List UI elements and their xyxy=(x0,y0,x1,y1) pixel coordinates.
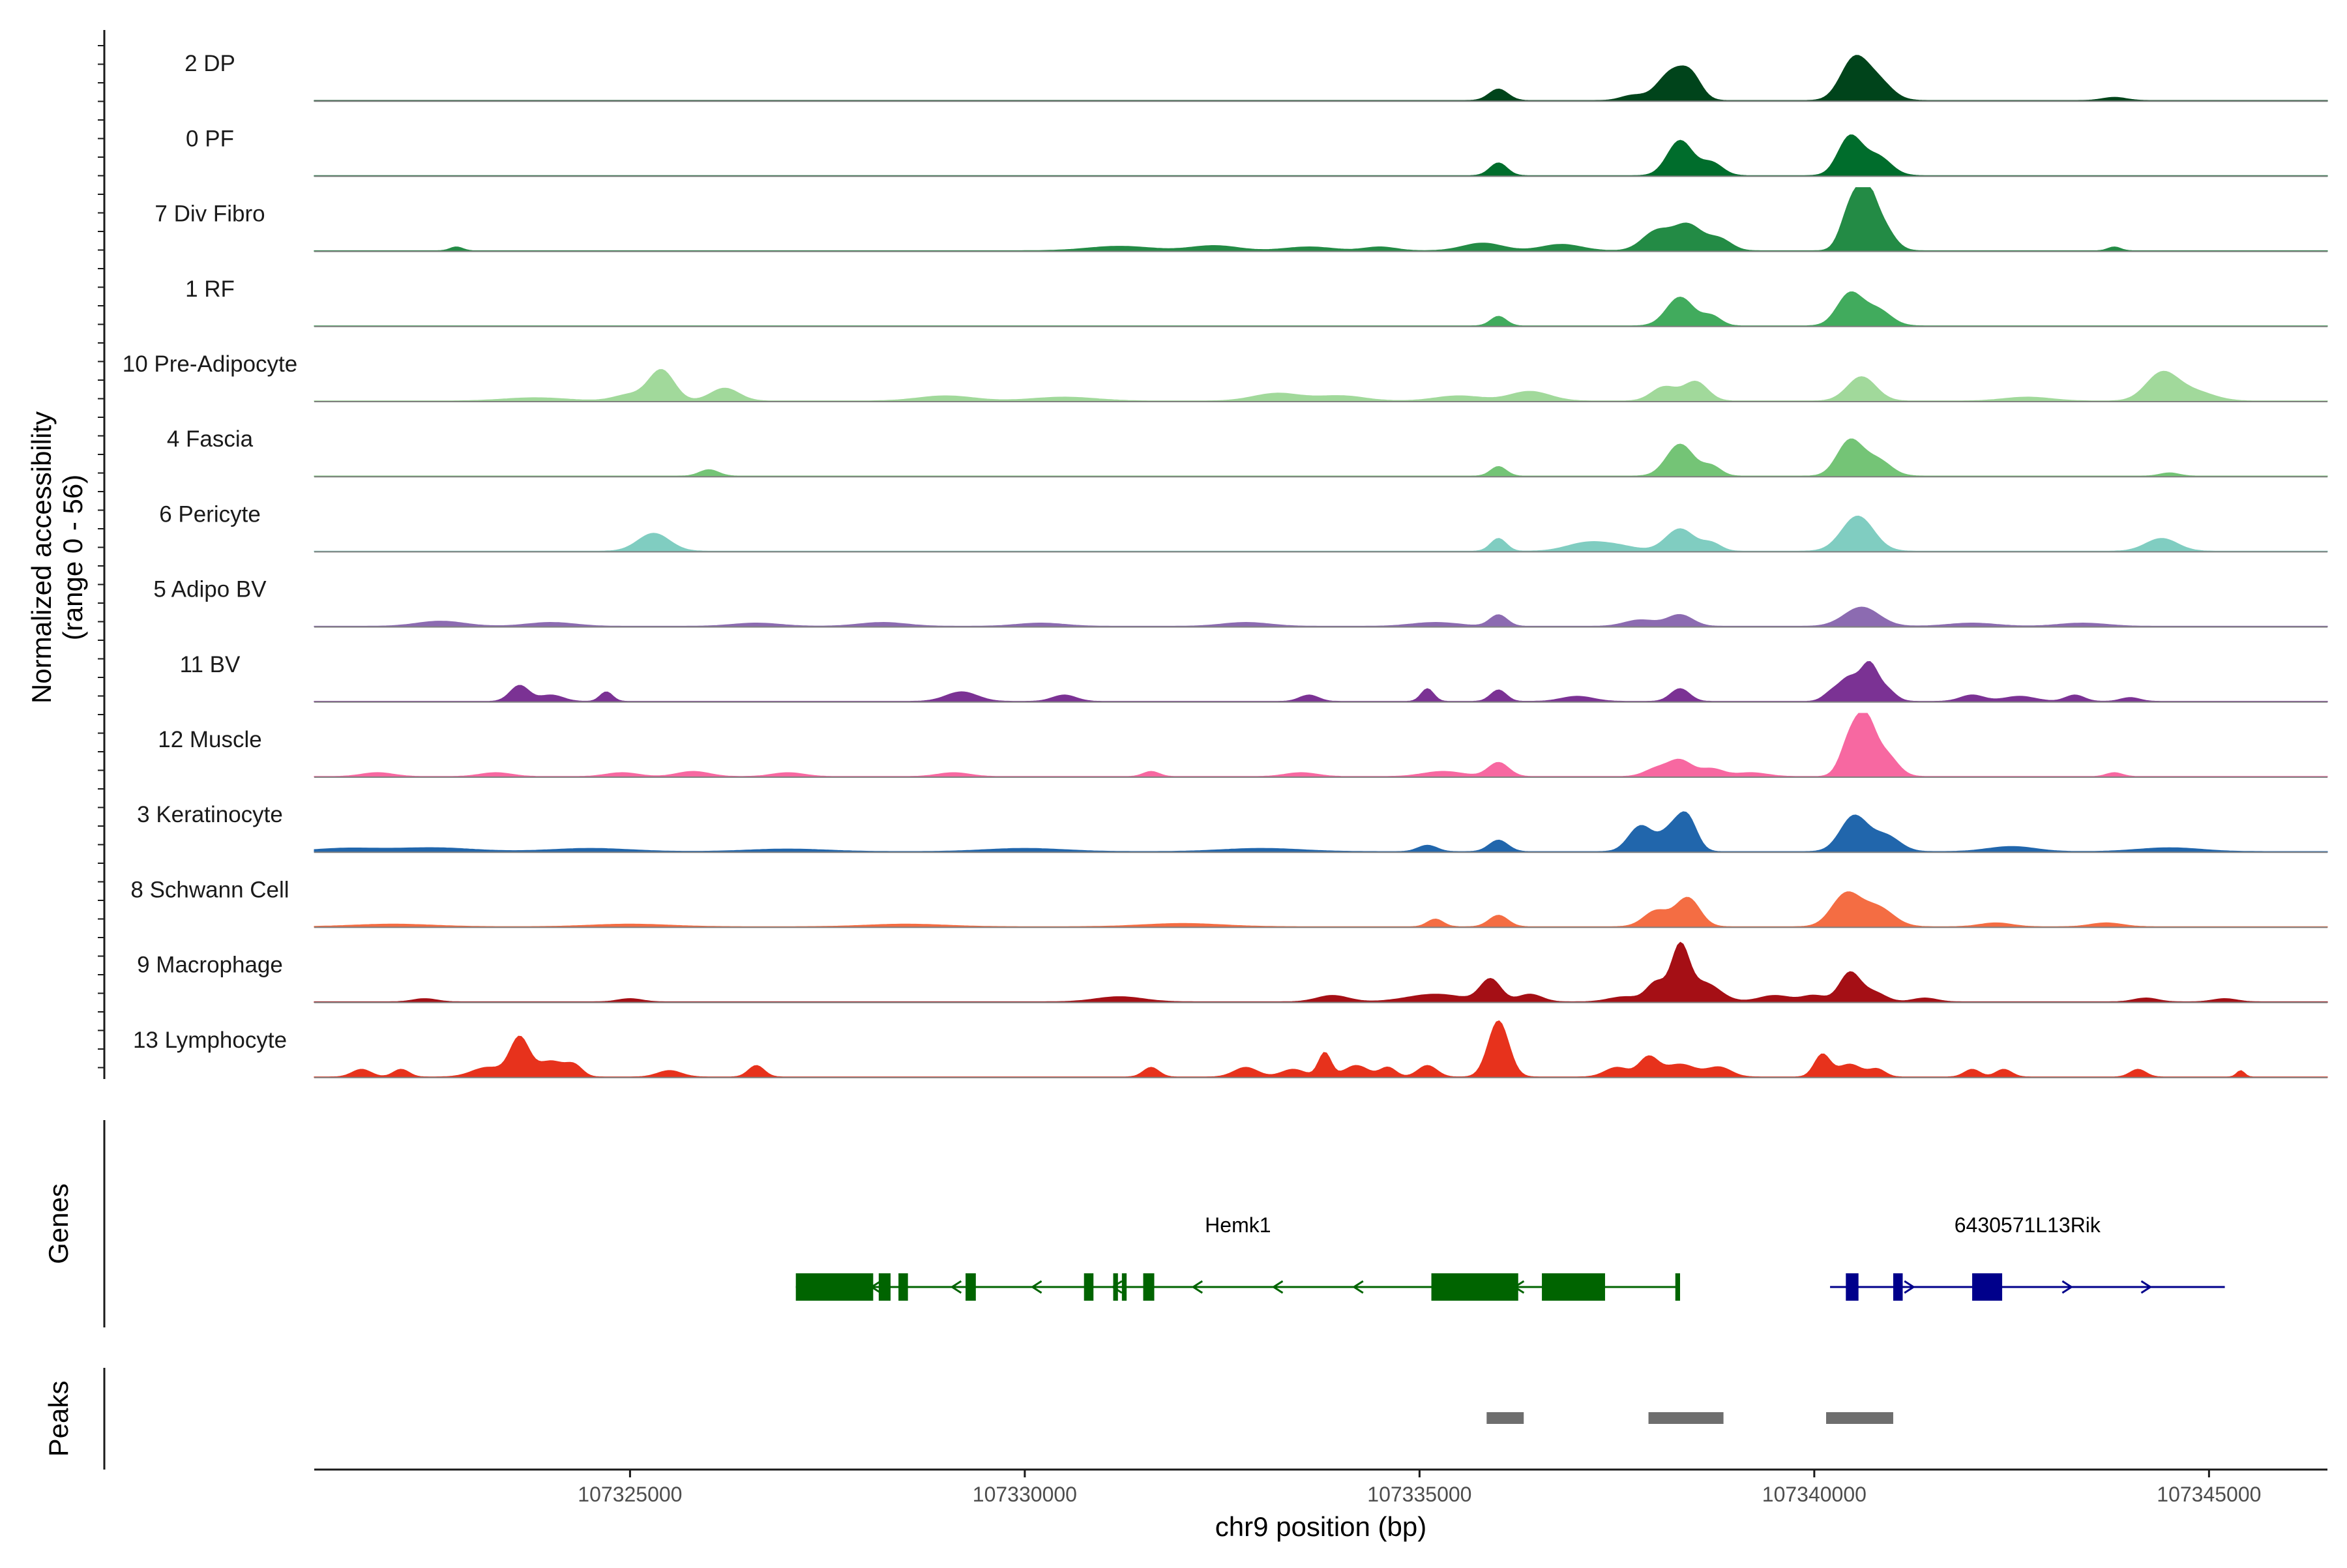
track-8: 11 BV xyxy=(180,652,2328,703)
exon xyxy=(1972,1273,2003,1301)
strand-arrow xyxy=(1352,1280,1364,1294)
gene-1: 6430571L13Rik xyxy=(1830,1213,2225,1301)
coverage-area xyxy=(314,55,2328,102)
track-label: 1 RF xyxy=(185,276,235,302)
track-9: 12 Muscle xyxy=(158,713,2328,778)
exon xyxy=(1893,1273,1903,1301)
gene-0: Hemk1 xyxy=(795,1213,1680,1301)
side-labels: Normalized accessibility (range 0 - 56) xyxy=(26,30,106,1079)
strand-arrow xyxy=(2140,1280,2153,1294)
strand-arrow xyxy=(2061,1280,2074,1294)
x-tick-label: 107325000 xyxy=(578,1483,682,1506)
track-10: 3 Keratinocyte xyxy=(137,802,2328,853)
coverage-area xyxy=(314,713,2328,778)
coverage-area xyxy=(314,187,2328,252)
track-label: 2 DP xyxy=(185,51,235,76)
track-12: 9 Macrophage xyxy=(137,941,2328,1003)
coverage-area xyxy=(314,1020,2328,1078)
exon xyxy=(1084,1273,1094,1301)
x-tick-label: 107330000 xyxy=(973,1483,1077,1506)
track-label: 13 Lymphocyte xyxy=(133,1028,287,1053)
x-tick-label: 107340000 xyxy=(1762,1483,1867,1506)
track-11: 8 Schwann Cell xyxy=(130,877,2328,928)
track-label: 3 Keratinocyte xyxy=(137,802,283,827)
coverage-area xyxy=(314,438,2328,477)
track-label: 5 Adipo BV xyxy=(153,577,267,602)
coverage-area xyxy=(314,660,2328,703)
coverage-area xyxy=(314,811,2328,853)
track-0: 2 DP xyxy=(185,51,2328,102)
exon xyxy=(1143,1273,1155,1301)
x-tick-label: 107335000 xyxy=(1367,1483,1471,1506)
exon xyxy=(1675,1273,1680,1301)
track-label: 9 Macrophage xyxy=(137,953,283,978)
peaks-panel-label: Peaks xyxy=(43,1381,74,1457)
track-4: 10 Pre-Adipocyte xyxy=(123,351,2328,402)
gene-name: 6430571L13Rik xyxy=(1955,1213,2101,1237)
coverage-area xyxy=(314,606,2328,628)
exon xyxy=(1846,1273,1859,1301)
exon xyxy=(1431,1273,1518,1301)
peak-region-0 xyxy=(1486,1412,1524,1424)
track-label: 8 Schwann Cell xyxy=(130,877,289,902)
track-label: 10 Pre-Adipocyte xyxy=(123,351,297,377)
strand-arrow xyxy=(950,1280,962,1294)
coverage-area xyxy=(314,134,2328,177)
strand-arrow xyxy=(1904,1280,1915,1294)
y-axis-subtitle: (range 0 - 56) xyxy=(57,475,88,640)
strand-arrow xyxy=(1271,1280,1284,1294)
peak-region-1 xyxy=(1648,1412,1724,1424)
gene-name: Hemk1 xyxy=(1205,1213,1271,1237)
track-7: 5 Adipo BV xyxy=(153,577,2328,628)
y-axis-title: Normalized accessibility xyxy=(26,411,57,703)
track-label: 7 Div Fibro xyxy=(155,201,265,227)
x-tick-label: 107345000 xyxy=(2157,1483,2261,1506)
peaks-panel: Peaks xyxy=(43,1368,1893,1470)
genes-panel: Genes Hemk1 6430571L13Rik xyxy=(43,1120,2225,1327)
track-label: 4 Fascia xyxy=(167,426,254,452)
track-1: 0 PF xyxy=(186,126,2328,177)
coverage-area xyxy=(314,515,2328,552)
track-6: 6 Pericyte xyxy=(159,501,2328,553)
track-2: 7 Div Fibro xyxy=(155,187,2328,252)
track-3: 1 RF xyxy=(185,276,2328,327)
track-13: 13 Lymphocyte xyxy=(133,1020,2328,1078)
exon xyxy=(1121,1273,1127,1301)
coverage-area xyxy=(314,941,2328,1003)
exon xyxy=(795,1273,874,1301)
track-label: 12 Muscle xyxy=(158,727,262,752)
strand-arrow xyxy=(1191,1280,1203,1294)
genes-panel-label: Genes xyxy=(43,1183,74,1264)
coverage-area xyxy=(314,369,2328,402)
exon xyxy=(878,1273,891,1301)
coverage-area xyxy=(314,891,2328,928)
track-label: 11 BV xyxy=(180,652,241,677)
x-axis: 107325000 107330000 107335000 107340000 1073… xyxy=(314,1468,2327,1542)
coverage-tracks: 2 DP 0 PF 7 Div Fibro 1 RF 10 Pre-Adipocyte 4… xyxy=(123,51,2328,1078)
strand-arrow xyxy=(1111,1280,1123,1294)
strand-arrow xyxy=(1030,1280,1042,1294)
exon xyxy=(898,1273,908,1301)
peak-region-2 xyxy=(1826,1412,1893,1424)
track-label: 0 PF xyxy=(186,126,234,151)
coverage-area xyxy=(314,291,2328,327)
track-label: 6 Pericyte xyxy=(159,501,261,527)
exon xyxy=(966,1273,976,1301)
exon xyxy=(1113,1273,1118,1301)
track-5: 4 Fascia xyxy=(167,426,2328,478)
x-axis-title: chr9 position (bp) xyxy=(1215,1511,1427,1542)
exon xyxy=(1542,1273,1605,1301)
